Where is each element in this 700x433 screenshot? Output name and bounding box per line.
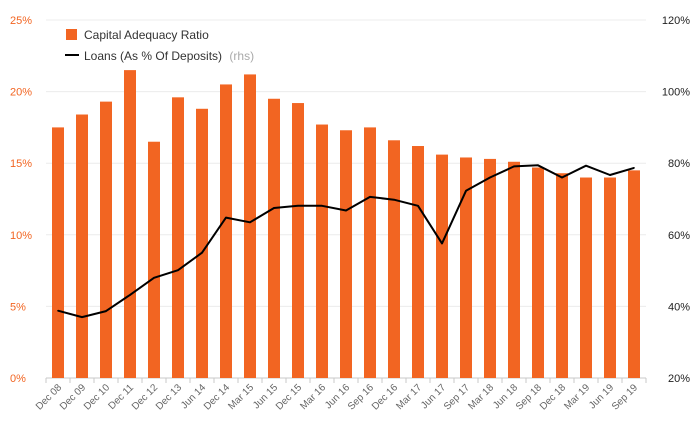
line-point	[417, 205, 419, 207]
bar	[76, 114, 88, 379]
line-point	[345, 209, 347, 212]
bar	[604, 177, 616, 378]
line-point	[465, 189, 467, 192]
bar	[244, 74, 256, 378]
line-point	[585, 164, 587, 167]
line-point	[393, 198, 395, 201]
line-point	[489, 176, 491, 179]
bar	[532, 167, 544, 378]
x-tick-label: Dec 13	[154, 382, 184, 412]
bar	[388, 140, 400, 378]
bar	[148, 141, 160, 378]
legend-line-label: Loans (As % Of Deposits) (rhs)	[84, 49, 254, 63]
y-left-tick-label: 15%	[10, 158, 32, 170]
line-series	[57, 164, 635, 319]
y-left-tick-label: 20%	[10, 87, 32, 99]
line-point	[57, 309, 59, 312]
line-point	[297, 205, 299, 207]
legend-bar-swatch	[66, 29, 77, 40]
y-right-tick-label: 60%	[668, 230, 690, 242]
line-point	[201, 251, 203, 254]
line-point	[633, 167, 635, 169]
line-point	[81, 316, 83, 318]
y-left-tick-label: 25%	[10, 15, 32, 27]
legend-line-suffix: (rhs)	[229, 49, 254, 63]
x-tick-label: Mar 19	[562, 382, 592, 412]
y-right-tick-label: 100%	[662, 87, 690, 99]
bar-series	[52, 70, 640, 379]
y-right-tick-label: 120%	[662, 15, 690, 27]
y-right-tick-label: 80%	[668, 158, 690, 170]
line-point	[561, 176, 563, 179]
bar	[220, 84, 232, 378]
bar	[316, 124, 328, 378]
bar	[292, 103, 304, 378]
line-point	[273, 207, 275, 209]
line-point	[513, 165, 515, 168]
y-right-tick-label: 20%	[668, 373, 690, 385]
line-point	[105, 310, 107, 312]
bar	[580, 177, 592, 378]
bar	[412, 146, 424, 378]
bar	[484, 158, 496, 378]
line-point	[321, 205, 323, 207]
bar	[556, 173, 568, 378]
bar	[436, 154, 448, 378]
line-point	[537, 164, 539, 167]
x-tick-label: Dec 14	[202, 382, 232, 412]
line-point	[369, 196, 371, 198]
line-point	[129, 294, 131, 296]
line-point	[249, 221, 251, 224]
x-tick-label: Sep 19	[610, 382, 640, 412]
y-left-tick-label: 5%	[10, 301, 26, 313]
x-tick-label: Mar 16	[298, 382, 328, 412]
x-tick-label: Dec 18	[538, 382, 568, 412]
bar	[364, 127, 376, 379]
x-tick-label: Sep 17	[442, 382, 472, 412]
legend: Capital Adequacy Ratio Loans (As % Of De…	[65, 28, 254, 63]
bar	[52, 127, 64, 379]
bar	[508, 161, 520, 378]
x-tick-label: Mar 15	[226, 382, 256, 412]
line-point	[153, 276, 155, 279]
y-left-tick-label: 10%	[10, 230, 32, 242]
bar	[268, 98, 280, 378]
y-right-tick-label: 40%	[668, 301, 690, 313]
line-point	[225, 216, 227, 219]
x-tick-label: Dec 10	[82, 382, 112, 412]
bar	[628, 170, 640, 378]
x-tick-label: Dec 16	[370, 382, 400, 412]
line-point	[609, 174, 611, 176]
line-point	[441, 242, 443, 245]
line-point	[177, 269, 179, 272]
legend-line-name: Loans (As % Of Deposits)	[84, 49, 222, 63]
bar	[100, 101, 112, 379]
y-left-tick-label: 0%	[10, 373, 26, 385]
bar	[196, 108, 208, 378]
bar	[124, 70, 136, 379]
bar	[172, 97, 184, 378]
bar	[460, 157, 472, 378]
x-tick-label: Dec 15	[274, 382, 304, 412]
x-tick-label: Mar 17	[394, 382, 424, 412]
x-tick-label: Mar 18	[466, 382, 496, 412]
legend-bar-label: Capital Adequacy Ratio	[84, 28, 209, 42]
bar	[340, 130, 352, 378]
